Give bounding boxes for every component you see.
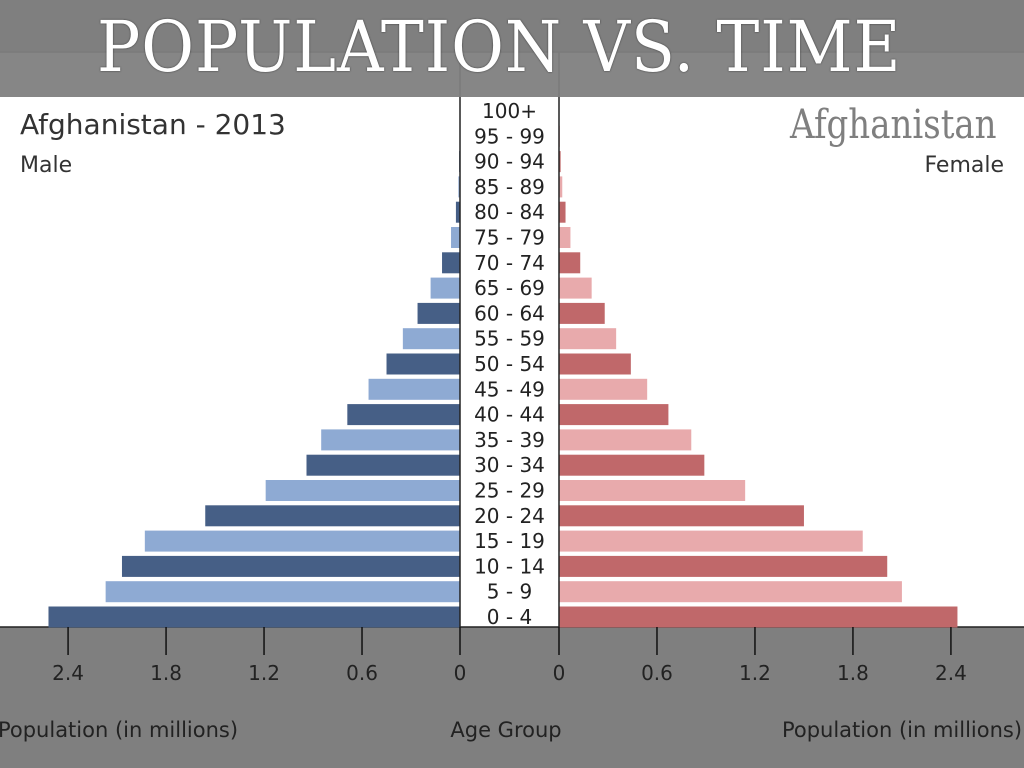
age-group-label: 10 - 14: [474, 554, 545, 578]
age-group-label: 15 - 19: [474, 529, 545, 553]
male-bar-55-59: [402, 328, 460, 350]
male-bar-0-4: [48, 606, 460, 628]
age-group-label: 0 - 4: [487, 605, 532, 629]
male-bar-40-44: [347, 404, 460, 426]
left-series-label: Male: [20, 153, 72, 178]
age-group-label: 30 - 34: [474, 453, 545, 477]
age-group-label: 90 - 94: [474, 150, 545, 174]
age-group-label: 35 - 39: [474, 428, 545, 452]
male-bar-70-74: [442, 252, 460, 274]
female-bar-45-49: [559, 378, 648, 400]
female-bar-5-9: [559, 581, 902, 603]
age-group-label: 50 - 54: [474, 352, 545, 376]
female-bar-10-14: [559, 555, 888, 577]
age-group-label: 100+: [482, 99, 537, 123]
female-bar-0-4: [559, 606, 958, 628]
female-bar-30-34: [559, 454, 705, 476]
age-group-label: 60 - 64: [474, 301, 545, 325]
female-bar-25-29: [559, 480, 746, 501]
female-bar-40-44: [559, 404, 669, 426]
female-bar-50-54: [559, 353, 631, 375]
x-tick-label-left: 2.4: [52, 661, 84, 685]
female-bar-75-79: [559, 227, 571, 248]
x-tick-label-left: 0: [454, 661, 467, 685]
x-axis-label-center: Age Group: [450, 718, 561, 742]
x-axis-label-right: Population (in millions): [782, 718, 1022, 742]
age-group-label: 25 - 29: [474, 479, 545, 503]
x-tick-label-right: 0: [553, 661, 566, 685]
male-bar-65-69: [430, 277, 460, 299]
x-tick-label-left: 1.2: [248, 661, 280, 685]
female-bar-20-24: [559, 505, 804, 527]
right-series-label: Female: [924, 153, 1004, 178]
x-axis-label-left: Population (in millions): [0, 718, 238, 742]
male-bar-30-34: [306, 454, 460, 476]
age-group-label: 95 - 99: [474, 124, 545, 148]
x-tick-label-right: 2.4: [935, 661, 967, 685]
male-bar-35-39: [321, 429, 460, 451]
female-bar-55-59: [559, 328, 617, 350]
headline-title: POPULATION VS. TIME: [97, 6, 902, 88]
x-tick-label-left: 0.6: [346, 661, 378, 685]
male-bar-45-49: [368, 378, 460, 400]
x-tick-label-right: 1.2: [739, 661, 771, 685]
age-group-label: 85 - 89: [474, 175, 545, 199]
age-group-label: 5 - 9: [487, 580, 532, 604]
x-tick-label-left: 1.8: [150, 661, 182, 685]
female-bar-60-64: [559, 302, 605, 324]
age-group-label: 65 - 69: [474, 276, 545, 300]
x-tick-label-right: 1.8: [837, 661, 869, 685]
age-group-label: 80 - 84: [474, 200, 545, 224]
age-group-label: 45 - 49: [474, 377, 545, 401]
male-bar-50-54: [386, 353, 460, 375]
male-bar-5-9: [105, 581, 460, 603]
female-bar-80-84: [559, 201, 566, 223]
male-bar-25-29: [265, 480, 460, 501]
male-bar-20-24: [205, 505, 460, 527]
chart-title: Afghanistan - 2013: [20, 108, 286, 141]
male-bar-60-64: [417, 302, 460, 324]
female-bar-70-74: [559, 252, 581, 274]
male-bar-75-79: [451, 227, 460, 248]
female-bar-35-39: [559, 429, 692, 451]
female-bar-65-69: [559, 277, 592, 299]
male-bar-80-84: [455, 201, 460, 223]
male-bar-15-19: [144, 530, 460, 552]
female-bar-15-19: [559, 530, 863, 552]
female-bar-90-94: [559, 151, 561, 173]
age-group-label: 55 - 59: [474, 327, 545, 351]
male-bar-10-14: [121, 555, 461, 577]
male-bar-85-89: [458, 176, 460, 198]
age-group-label: 40 - 44: [474, 403, 545, 427]
caption: Afghanistan: [790, 102, 997, 148]
x-tick-label-right: 0.6: [641, 661, 673, 685]
headline-band: POPULATION VS. TIME: [0, 0, 1024, 97]
age-group-label: 70 - 74: [474, 251, 545, 275]
age-group-label: 20 - 24: [474, 504, 545, 528]
female-bar-85-89: [559, 176, 563, 198]
age-group-label: 75 - 79: [474, 226, 545, 250]
